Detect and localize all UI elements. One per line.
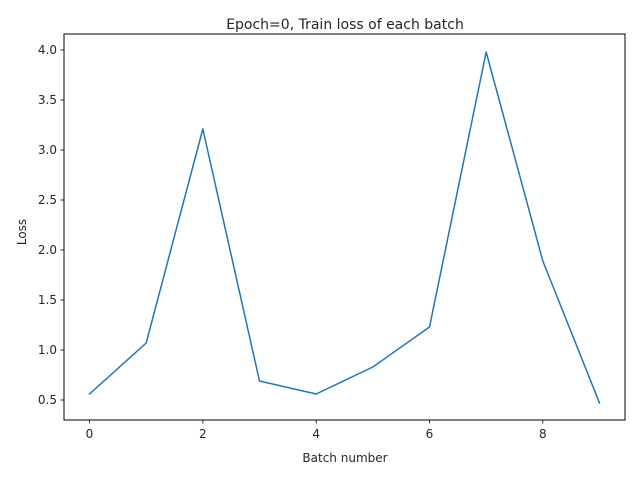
- plot-frame: [63, 33, 626, 421]
- y-tick-label: 3.0: [38, 143, 57, 157]
- plot-area: [64, 34, 625, 420]
- loss-line: [88, 51, 601, 404]
- x-tick-label: 0: [86, 427, 94, 441]
- series-layer: [88, 51, 601, 404]
- x-axis-label: Batch number: [302, 451, 387, 465]
- y-tick-label: 1.5: [38, 293, 57, 307]
- x-axis: 0 2 4 6 8: [86, 420, 547, 441]
- chart-title: Epoch=0, Train loss of each batch: [226, 17, 464, 33]
- y-tick-label: 2.5: [38, 193, 57, 207]
- y-tick-label: 1.0: [38, 343, 57, 357]
- y-tick-label: 4.0: [38, 43, 57, 57]
- y-tick-label: 2.0: [38, 243, 57, 257]
- x-tick-label: 8: [539, 427, 547, 441]
- y-axis: 0.5 1.0 1.5 2.0 2.5 3.0 3.5 4.0: [38, 43, 64, 407]
- x-tick-label: 6: [426, 427, 434, 441]
- x-tick-label: 2: [199, 427, 207, 441]
- y-tick-label: 3.5: [38, 93, 57, 107]
- y-tick-label: 0.5: [38, 393, 57, 407]
- y-axis-label: Loss: [15, 219, 29, 245]
- plot-background: [64, 34, 625, 420]
- x-tick-label: 4: [312, 427, 320, 441]
